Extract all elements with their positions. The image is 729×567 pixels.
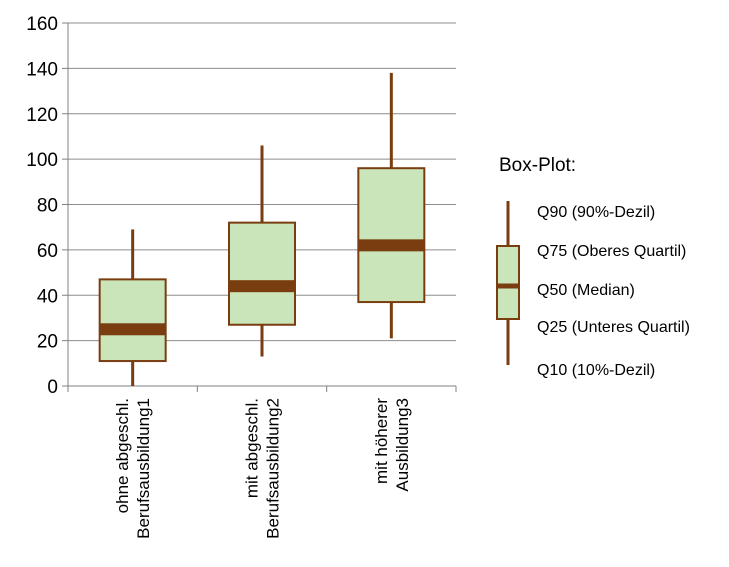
category-label-line: mit höherer xyxy=(372,398,391,484)
box-1 xyxy=(98,229,167,386)
legend: Box-Plot: Q90 (90%-Dezil) Q75 (Oberes Qu… xyxy=(496,155,690,379)
box-3 xyxy=(357,72,426,339)
y-tick-labels: 0 20 40 60 80 100 120 140 160 xyxy=(26,14,58,398)
y-tick-label-0: 0 xyxy=(47,377,58,398)
category-label-line: ohne abgeschl. xyxy=(113,398,132,513)
median-bar xyxy=(358,239,425,252)
category-label-line: mit abgeschl. xyxy=(243,398,262,498)
category-label-line: Berufsausbildung2 xyxy=(264,398,283,539)
y-tick-label-100: 100 xyxy=(26,150,58,171)
category-label-line: Berufsausbildung1 xyxy=(134,398,153,539)
legend-box xyxy=(496,245,520,320)
category-label-line: Ausbildung3 xyxy=(393,398,412,492)
category-label-1: ohne abgeschl. Berufsausbildung1 xyxy=(113,398,153,539)
y-tick-label-20: 20 xyxy=(37,332,58,353)
legend-q50-label: Q50 (Median) xyxy=(537,282,635,299)
category-label-3: mit höherer Ausbildung3 xyxy=(372,398,412,492)
category-labels: ohne abgeschl. Berufsausbildung1 mit abges… xyxy=(113,398,412,539)
median-bar xyxy=(229,280,295,293)
boxes xyxy=(98,72,426,386)
legend-title: Box-Plot: xyxy=(499,155,576,176)
y-tick-label-80: 80 xyxy=(37,196,58,217)
median-bar xyxy=(99,323,166,336)
y-tick-label-140: 140 xyxy=(26,59,58,80)
y-tick-label-60: 60 xyxy=(37,241,58,262)
box-iqr xyxy=(228,221,296,326)
y-tick-label-40: 40 xyxy=(37,286,58,307)
legend-q90-label: Q90 (90%-Dezil) xyxy=(537,204,655,221)
box-iqr xyxy=(98,278,167,363)
category-label-2: mit abgeschl. Berufsausbildung2 xyxy=(243,398,283,539)
legend-q10-label: Q10 (10%-Dezil) xyxy=(537,362,655,379)
y-tick-label-160: 160 xyxy=(26,14,58,35)
y-tick-label-120: 120 xyxy=(26,105,58,126)
legend-q25-label: Q25 (Unteres Quartil) xyxy=(537,319,690,336)
legend-q75-label: Q75 (Oberes Quartil) xyxy=(537,243,686,260)
box-2 xyxy=(228,145,296,357)
box-iqr xyxy=(357,167,426,304)
